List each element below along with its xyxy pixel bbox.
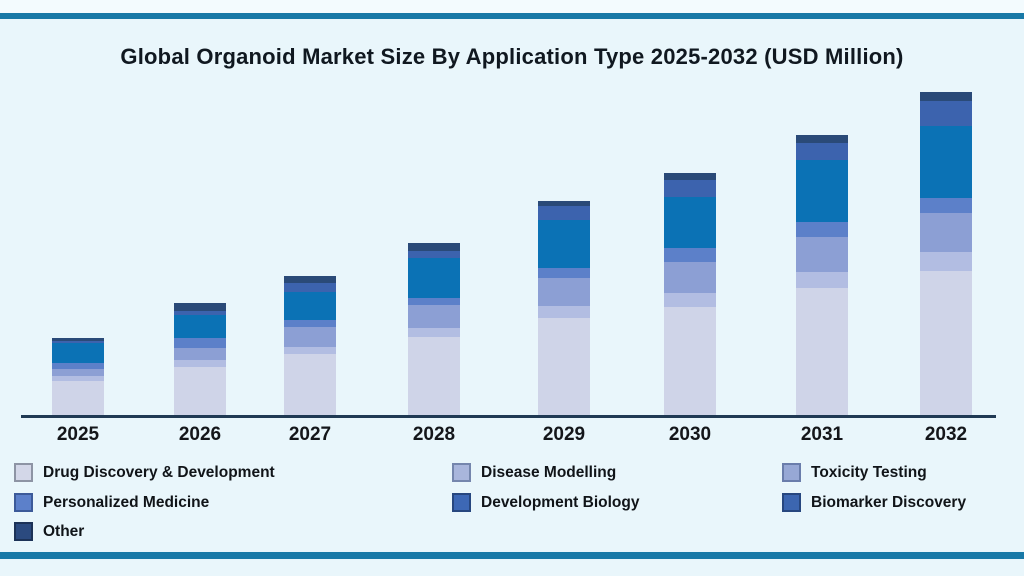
segment-disease-modelling-2031 <box>796 272 848 288</box>
segment-other-2026 <box>174 303 226 311</box>
segment-development-biology-2032 <box>920 126 972 198</box>
bar-2025 <box>52 338 104 415</box>
segment-toxicity-testing-2026 <box>174 348 226 360</box>
segment-drug-discovery-development-2025 <box>52 381 104 415</box>
segment-other-2029 <box>538 201 590 206</box>
segment-development-biology-2026 <box>174 315 226 338</box>
top-accent-bar <box>0 13 1024 19</box>
segment-disease-modelling-2026 <box>174 360 226 367</box>
segment-personalized-medicine-2030 <box>664 248 716 262</box>
segment-toxicity-testing-2030 <box>664 262 716 293</box>
segment-drug-discovery-development-2031 <box>796 288 848 415</box>
segment-disease-modelling-2029 <box>538 306 590 318</box>
x-tick-label-2027: 2027 <box>288 424 332 445</box>
segment-other-2032 <box>920 92 972 101</box>
segment-development-biology-2031 <box>796 160 848 222</box>
bar-2029 <box>538 201 590 415</box>
segment-biomarker-discovery-2025 <box>52 341 104 343</box>
segment-personalized-medicine-2026 <box>174 338 226 348</box>
segment-development-biology-2027 <box>284 292 336 320</box>
bar-2027 <box>284 276 336 415</box>
x-tick-label-2026: 2026 <box>178 424 222 445</box>
segment-drug-discovery-development-2032 <box>920 271 972 415</box>
bar-2026 <box>174 303 226 415</box>
segment-drug-discovery-development-2030 <box>664 307 716 415</box>
segment-biomarker-discovery-2032 <box>920 101 972 126</box>
segment-biomarker-discovery-2029 <box>538 206 590 220</box>
bottom-accent-bar <box>0 552 1024 559</box>
segment-biomarker-discovery-2030 <box>664 180 716 197</box>
x-axis-line <box>21 415 996 418</box>
segment-biomarker-discovery-2027 <box>284 283 336 292</box>
segment-other-2031 <box>796 135 848 143</box>
segment-disease-modelling-2025 <box>52 376 104 381</box>
segment-toxicity-testing-2029 <box>538 278 590 306</box>
segment-personalized-medicine-2031 <box>796 222 848 237</box>
segment-disease-modelling-2032 <box>920 252 972 271</box>
segment-biomarker-discovery-2028 <box>408 251 460 258</box>
segment-development-biology-2030 <box>664 197 716 248</box>
x-tick-label-2032: 2032 <box>924 424 968 445</box>
segment-development-biology-2029 <box>538 220 590 268</box>
segment-personalized-medicine-2025 <box>52 363 104 369</box>
segment-personalized-medicine-2032 <box>920 198 972 213</box>
segment-other-2028 <box>408 243 460 251</box>
segment-development-biology-2025 <box>52 343 104 363</box>
chart-title: Global Organoid Market Size By Applicati… <box>120 44 904 69</box>
segment-toxicity-testing-2025 <box>52 369 104 376</box>
segment-biomarker-discovery-2031 <box>796 143 848 160</box>
segment-toxicity-testing-2032 <box>920 213 972 252</box>
x-tick-label-2025: 2025 <box>56 424 100 445</box>
x-tick-label-2031: 2031 <box>800 424 844 445</box>
top-margin-strip <box>0 0 1024 13</box>
segment-personalized-medicine-2028 <box>408 298 460 305</box>
segment-other-2025 <box>52 338 104 341</box>
segment-drug-discovery-development-2028 <box>408 337 460 415</box>
segment-toxicity-testing-2028 <box>408 305 460 328</box>
segment-development-biology-2028 <box>408 258 460 298</box>
segment-drug-discovery-development-2029 <box>538 318 590 415</box>
segment-biomarker-discovery-2026 <box>174 311 226 315</box>
bar-2028 <box>408 243 460 415</box>
segment-other-2027 <box>284 276 336 283</box>
segment-disease-modelling-2028 <box>408 328 460 337</box>
segment-drug-discovery-development-2026 <box>174 367 226 415</box>
segment-other-2030 <box>664 173 716 180</box>
segment-personalized-medicine-2029 <box>538 268 590 278</box>
segment-disease-modelling-2027 <box>284 347 336 354</box>
x-tick-label-2028: 2028 <box>412 424 456 445</box>
x-tick-label-2030: 2030 <box>668 424 712 445</box>
x-tick-label-2029: 2029 <box>542 424 586 445</box>
bar-2032 <box>920 92 972 415</box>
segment-personalized-medicine-2027 <box>284 320 336 327</box>
bar-2031 <box>796 135 848 415</box>
segment-toxicity-testing-2027 <box>284 327 336 347</box>
segment-disease-modelling-2030 <box>664 293 716 307</box>
segment-toxicity-testing-2031 <box>796 237 848 272</box>
segment-drug-discovery-development-2027 <box>284 354 336 415</box>
bar-2030 <box>664 173 716 415</box>
